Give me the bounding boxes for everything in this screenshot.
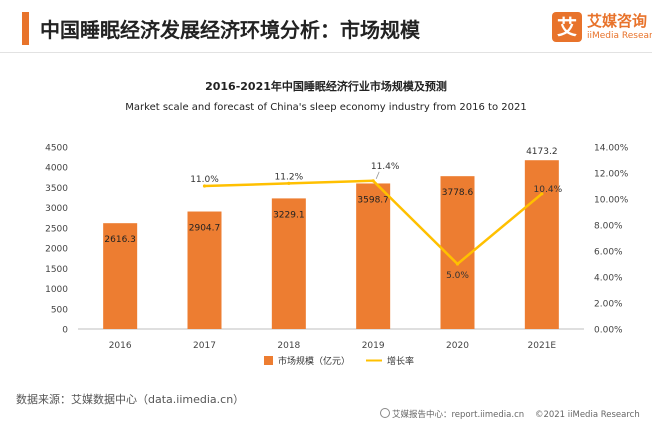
legend-bar-label: 市场规模（亿元） <box>278 355 350 367</box>
header-divider <box>0 52 652 53</box>
left-tick-label: 3500 <box>45 184 68 194</box>
page-title: 中国睡眠经济发展经济环境分析：市场规模 <box>40 18 420 42</box>
growth-value-label: 5.0% <box>446 271 469 281</box>
chart-subtitle: Market scale and forecast of China's sle… <box>125 102 526 113</box>
growth-value-label: 11.0% <box>190 175 219 185</box>
category-label: 2020 <box>446 341 469 351</box>
legend-bar-swatch <box>264 356 273 365</box>
bar-value-label: 4173.2 <box>526 147 558 157</box>
category-label: 2019 <box>362 341 385 351</box>
bar-value-label: 3778.6 <box>442 188 474 198</box>
footer-credits: 艾媒报告中心：report.iimedia.cn ©2021 iiMedia R… <box>380 408 640 420</box>
right-tick-label: 4.00% <box>594 274 623 284</box>
growth-value-label: 11.4% <box>371 162 400 172</box>
left-tick-label: 2000 <box>45 245 68 255</box>
left-tick-label: 3000 <box>45 204 68 214</box>
growth-point <box>371 179 375 183</box>
title-accent-bar <box>22 12 29 45</box>
growth-label-leader <box>375 171 380 179</box>
chart-title: 2016-2021年中国睡眠经济行业市场规模及预测 <box>205 79 447 93</box>
logo-name-cn: 艾媒咨询 <box>587 12 648 30</box>
report-center-link[interactable]: 艾媒报告中心：report.iimedia.cn <box>392 410 525 420</box>
bar-value-label: 3229.1 <box>273 210 305 220</box>
logo-mark: 艾 <box>552 12 582 42</box>
right-tick-label: 12.00% <box>594 170 629 180</box>
left-tick-label: 4500 <box>45 144 68 154</box>
growth-point <box>202 184 207 188</box>
growth-value-label: 11.2% <box>275 172 304 182</box>
copyright: ©2021 iiMedia Research <box>534 410 640 420</box>
report-center-icon <box>380 408 390 418</box>
bar <box>356 183 391 329</box>
left-tick-label: 2500 <box>45 224 68 234</box>
legend-line-label: 增长率 <box>387 355 414 367</box>
left-tick-label: 0 <box>62 326 68 336</box>
iimedia-logo: 艾 艾媒咨询 iiMedia Research <box>552 10 652 46</box>
category-label: 2018 <box>277 341 300 351</box>
bar <box>103 223 138 329</box>
category-label: 2017 <box>193 341 216 351</box>
data-source: 数据来源：艾媒数据中心（data.iimedia.cn） <box>16 393 245 406</box>
bar <box>271 198 306 329</box>
right-tick-label: 6.00% <box>594 248 623 258</box>
bar-value-label: 2904.7 <box>189 224 221 234</box>
growth-point <box>455 262 460 266</box>
bar <box>524 160 559 329</box>
left-tick-label: 500 <box>51 305 68 315</box>
bar-value-label: 2616.3 <box>104 235 136 245</box>
growth-point <box>540 192 544 196</box>
bar <box>187 211 222 329</box>
right-tick-label: 0.00% <box>594 326 623 336</box>
category-label: 2021E <box>528 341 557 351</box>
bar-value-label: 3598.7 <box>357 195 389 205</box>
growth-value-label: 10.4% <box>534 185 563 195</box>
left-tick-label: 1000 <box>45 285 68 295</box>
category-label: 2016 <box>109 341 132 351</box>
growth-point <box>287 181 291 185</box>
right-tick-label: 2.00% <box>594 300 623 310</box>
right-tick-label: 8.00% <box>594 222 623 232</box>
logo-name-en: iiMedia Research <box>587 31 652 41</box>
right-tick-label: 10.00% <box>594 196 629 206</box>
right-tick-label: 14.00% <box>594 144 629 154</box>
left-tick-label: 1500 <box>45 265 68 275</box>
left-tick-label: 4000 <box>45 164 68 174</box>
